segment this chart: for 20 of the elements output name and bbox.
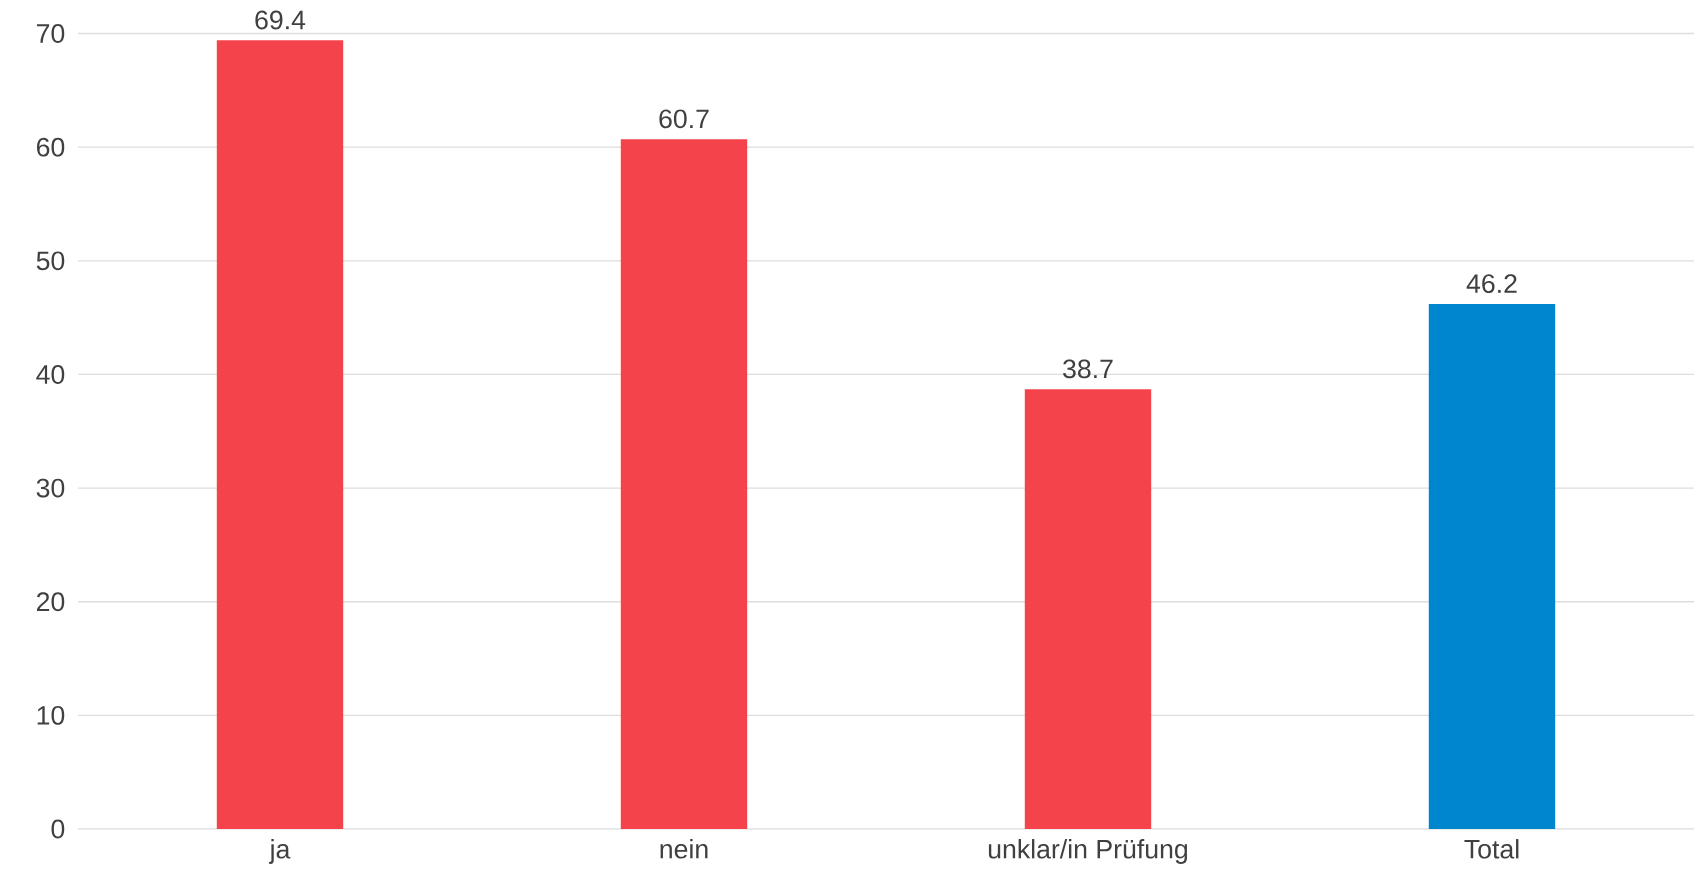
x-tick-label: ja [268,839,291,864]
data-label: 38.7 [1063,359,1113,379]
y-tick-label: 30 [36,478,65,498]
y-tick-label: 10 [37,705,65,725]
x-tick-label: Total [1464,839,1519,859]
data-label: 46.2 [1466,274,1517,294]
bar [1024,389,1152,829]
y-tick-label: 0 [51,819,65,839]
y-tick-label: 40 [36,365,65,384]
y-tick-label: 20 [36,592,65,612]
bar [1428,303,1556,829]
y-tick-label: 70 [36,24,65,43]
y-tick-label: 50 [36,251,65,271]
bar [620,139,748,829]
y-tick-label: 60 [36,137,65,157]
data-label: 60.7 [659,109,709,129]
x-tick-label: unklar/in Prüfung [988,839,1188,864]
bar [216,40,344,829]
data-label: 69.4 [255,10,306,30]
x-tick-label: nein [660,839,708,859]
